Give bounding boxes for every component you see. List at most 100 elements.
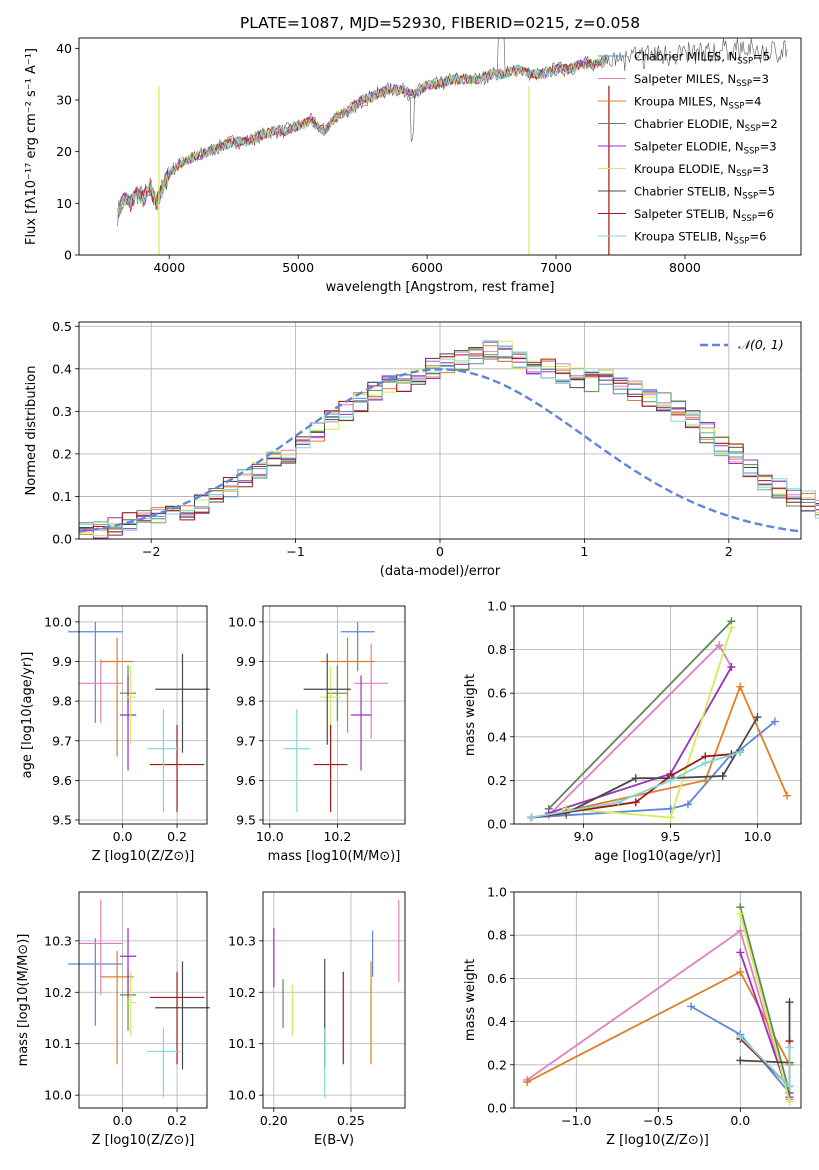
age_vs_mass-ytick-label: 9.8 <box>236 694 256 709</box>
spectrum-line-chabrier-elodie <box>117 53 608 221</box>
massweight_vs_Z-marker-kroupa-stelib <box>785 1082 794 1091</box>
mass_vs_Z-ytick-label: 10.1 <box>44 1036 72 1051</box>
massweight_vs_age-ytick-label: 0.8 <box>487 642 507 657</box>
age_vs_mass-ytick-label: 9.7 <box>236 733 256 748</box>
massweight_vs_age-line-kroupa-miles <box>566 684 788 812</box>
massweight_vs_age-marker-kroupa-stelib <box>736 748 745 757</box>
histogram-salpeter-stelib <box>79 348 819 536</box>
mass_vs_Z-xlabel: Z [log10(Z/Z⊙)] <box>92 1133 195 1148</box>
mass_vs_Z-xtick-label: 0.2 <box>167 1113 187 1128</box>
age_vs_mass-ytick-label: 9.5 <box>236 813 256 828</box>
age_vs_Z-frame <box>78 605 208 825</box>
massweight_vs_age-marker-salpeter-miles <box>715 641 724 650</box>
massweight_vs_age-ytick-label: 0.4 <box>487 729 507 744</box>
spectrum-xtick-label: 7000 <box>540 260 572 275</box>
spectrum-ytick-label: 40 <box>56 41 72 56</box>
spectrum-line-chabrier-miles <box>117 56 608 213</box>
massweight_vs_Z-ytick-label: 0.6 <box>487 971 507 986</box>
age_vs_Z-ytick-label: 9.9 <box>52 654 72 669</box>
residuals-xtick-label: 2 <box>725 544 733 559</box>
residuals-ytick-label: 0.2 <box>52 446 72 461</box>
spectrum-ytick-label: 0 <box>64 248 72 263</box>
massweight_vs_age-ytick-label: 0.2 <box>487 773 507 788</box>
mass_vs_Z-ytick-label: 10.0 <box>44 1088 72 1103</box>
spectrum-line-salpeter-stelib <box>117 56 608 217</box>
massweight_vs_age-frame <box>513 605 802 825</box>
residuals-ytick-label: 0.3 <box>52 404 72 419</box>
residuals-xtick-label: 0 <box>436 544 444 559</box>
data-layer <box>68 37 819 1106</box>
spectrum-frame <box>78 37 802 256</box>
massweight_vs_age-xtick-label: 9.0 <box>574 829 594 844</box>
residuals-xtick-label: 1 <box>580 544 588 559</box>
residuals-xlabel: (data-model)/error <box>380 564 501 579</box>
age_vs_mass-ytick-label: 9.6 <box>236 773 256 788</box>
spectrum-line-salpeter-elodie <box>117 56 608 218</box>
spectrum-ytick-label: 30 <box>56 93 72 108</box>
mass_vs_ebv-ytick-label: 10.3 <box>228 933 256 948</box>
massweight_vs_age-marker-kroupa-stelib <box>701 758 710 767</box>
mass_vs_ebv-xtick-label: 0.25 <box>337 1113 365 1128</box>
massweight_vs_age-xlabel: age [log10(age/yr)] <box>594 849 721 864</box>
mass_vs_Z-ylabel: mass [log10(M/M⊙)] <box>16 934 31 1067</box>
axes-layer: 4000 5000 6000 7000 8000010203040wavelength … <box>16 37 802 1148</box>
massweight_vs_age-ytick-label: 0.6 <box>487 686 507 701</box>
massweight_vs_Z-marker-kroupa-elodie <box>785 1097 794 1106</box>
age_vs_Z-ytick-label: 10.0 <box>44 614 72 629</box>
massweight_vs_age-marker-kroupa-stelib <box>614 798 623 807</box>
age_vs_Z-xtick-label: 0.2 <box>167 829 187 844</box>
massweight_vs_age-marker-kroupa-stelib <box>527 813 536 822</box>
residuals-xtick-label: −1 <box>286 544 304 559</box>
mass_vs_Z-ytick-label: 10.2 <box>44 985 72 1000</box>
massweight_vs_Z-marker-kroupa-stelib <box>785 1043 794 1052</box>
massweight_vs_age-ytick-label: 0.0 <box>487 817 507 832</box>
histogram-chabrier-miles <box>79 345 819 537</box>
age_vs_Z-ytick-label: 9.6 <box>52 773 72 788</box>
massweight_vs_age-marker-chabrier-stelib <box>631 774 640 783</box>
age_vs_Z-ytick-label: 9.8 <box>52 694 72 709</box>
age_vs_Z-ylabel: age [log10(age/yr)] <box>20 652 35 779</box>
legend-label-salpeter-stelib: Salpeter STELIB, NSSP=6 <box>634 207 774 224</box>
spectrum-line-salpeter-miles <box>117 55 608 218</box>
legend-label-gaussian: 𝒩(0, 1) <box>738 337 784 352</box>
massweight_vs_Z-marker-salpeter-elodie <box>736 948 745 957</box>
massweight_vs_age-marker-salpeter-stelib <box>631 798 640 807</box>
age_vs_mass-frame <box>262 605 406 825</box>
massweight_vs_age-marker-kroupa-elodie <box>727 623 736 632</box>
massweight_vs_age-marker-chabrier-stelib <box>718 772 727 781</box>
spectrum-line-kroupa-miles <box>117 53 608 216</box>
residuals-ytick-label: 0.0 <box>52 532 72 547</box>
mass_vs_ebv-ytick-label: 10.1 <box>228 1036 256 1051</box>
spectrum-line-chabrier-stelib <box>117 37 788 227</box>
mass_vs_Z-frame <box>78 891 208 1109</box>
residuals-ytick-label: 0.1 <box>52 489 72 504</box>
age_vs_Z-xtick-label: 0.0 <box>113 829 133 844</box>
massweight_vs_Z-marker-chabrier-stelib <box>785 998 794 1007</box>
histogram-kroupa-miles <box>79 345 819 535</box>
histogram-salpeter-elodie <box>79 341 819 539</box>
massweight_vs_age-line-chabrier-miles <box>531 720 776 819</box>
massweight_vs_Z-xtick-label: −1.0 <box>561 1113 591 1128</box>
legend-label-salpeter-miles: Salpeter MILES, NSSP=3 <box>634 72 769 89</box>
massweight_vs_Z-marker-kroupa-miles <box>523 1078 532 1087</box>
mass_vs_ebv-xlabel: E(B-V) <box>314 1133 354 1148</box>
massweight_vs_Z-marker-salpeter-miles <box>736 926 745 935</box>
legend-label-chabrier-stelib: Chabrier STELIB, NSSP=5 <box>634 185 775 202</box>
massweight_vs_age-xtick-label: 9.5 <box>661 829 681 844</box>
spectrum-ytick-label: 10 <box>56 196 72 211</box>
massweight_vs_Z-marker-chabrier-stelib <box>736 1056 745 1065</box>
age_vs_Z-xlabel: Z [log10(Z/Z⊙)] <box>92 849 195 864</box>
massweight_vs_age-marker-chabrier-miles <box>683 800 692 809</box>
massweight_vs_age-marker-salpeter-elodie <box>727 663 736 672</box>
spectrum-ytick-label: 20 <box>56 144 72 159</box>
residuals-ytick-label: 0.5 <box>52 319 72 334</box>
figure-title: PLATE=1087, MJD=52930, FIBERID=0215, z=0… <box>240 14 640 32</box>
grid-layer <box>79 322 801 1109</box>
age_vs_Z-ytick-label: 9.7 <box>52 733 72 748</box>
mass_vs_Z-ytick-label: 10.3 <box>44 933 72 948</box>
residuals-ytick-label: 0.4 <box>52 361 72 376</box>
massweight_vs_age-line-salpeter-elodie <box>548 666 733 814</box>
mass_vs_ebv-ytick-label: 10.2 <box>228 985 256 1000</box>
massweight_vs_age-ytick-label: 1.0 <box>487 599 507 614</box>
